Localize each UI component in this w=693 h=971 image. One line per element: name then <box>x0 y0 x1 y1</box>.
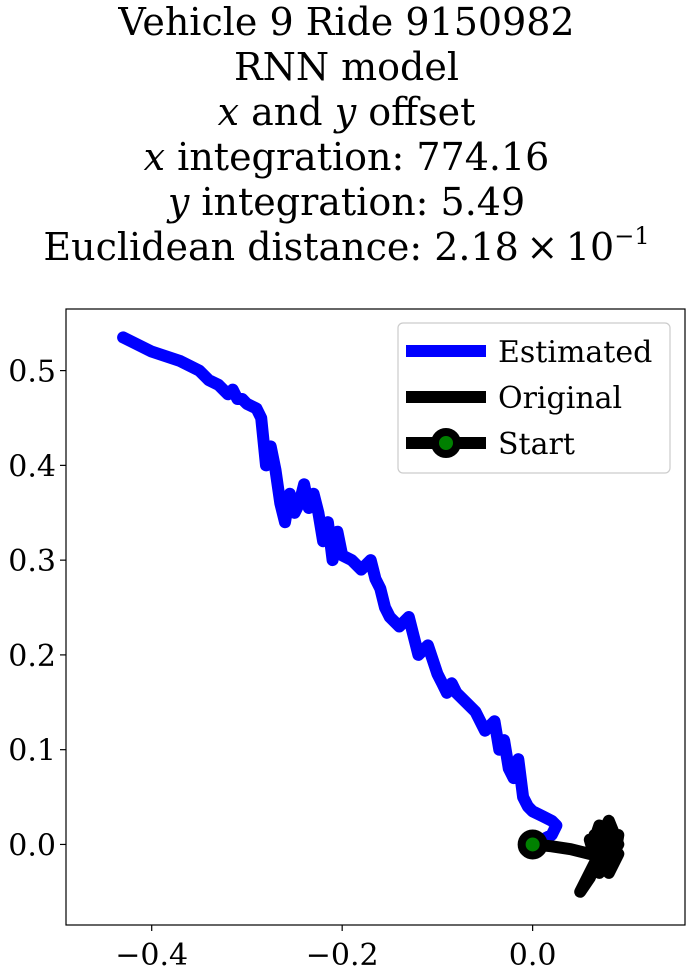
x-tick-label: −0.2 <box>306 938 379 971</box>
start-marker <box>517 829 548 860</box>
legend: Estimated Original Start <box>397 322 671 474</box>
title-exponent: −1 <box>614 222 650 250</box>
legend-label: Original <box>498 381 622 416</box>
title-line-2: RNN model <box>233 45 460 89</box>
title-line-3: x and y offset <box>0 90 693 135</box>
title-line-1: Vehicle 9 Ride 9150982 <box>118 0 575 44</box>
y-tick-label: 0.3 <box>8 544 56 579</box>
y-tick-label: 0.2 <box>8 639 56 674</box>
plot-frame <box>65 308 686 926</box>
x-tick-label: 0.0 <box>509 938 557 971</box>
series-line-original <box>526 814 625 898</box>
title-and: and <box>239 90 335 134</box>
y-tick-label: 0.1 <box>8 734 56 769</box>
legend-box <box>397 322 671 474</box>
series-line-estimated <box>117 331 563 851</box>
title-x-var: x <box>217 90 240 134</box>
title-offset: offset <box>356 90 476 134</box>
y-tick-label: 0.0 <box>8 828 56 863</box>
title-line-5: y integration: 5.49 <box>0 180 693 225</box>
title-x-var-2: x <box>143 135 166 179</box>
title-line-6: Euclidean distance: 2.18 × 10−1 <box>0 222 693 270</box>
axes: −0.4 −0.2 0.0 0.0 0.1 0.2 0.3 0.4 0.5 <box>8 355 556 971</box>
title-y-integration: integration: 5.49 <box>189 180 526 224</box>
y-tick-label: 0.4 <box>8 449 56 484</box>
x-tick-label: −0.4 <box>115 938 188 971</box>
title-y-var: y <box>334 90 357 134</box>
legend-label: Estimated <box>498 335 652 370</box>
y-tick-label: 0.5 <box>8 355 56 390</box>
legend-label: Start <box>498 427 575 462</box>
title-y-var-2: y <box>167 180 190 224</box>
title-euclidean: Euclidean distance: 2.18 × 10 <box>43 225 615 269</box>
title-x-integration: integration: 774.16 <box>165 135 550 179</box>
legend-start-marker <box>431 428 461 458</box>
title-line-4: x integration: 774.16 <box>0 135 693 180</box>
plot-content <box>117 331 625 898</box>
chart-title: Vehicle 9 Ride 9150982 RNN model x and y… <box>0 0 693 270</box>
